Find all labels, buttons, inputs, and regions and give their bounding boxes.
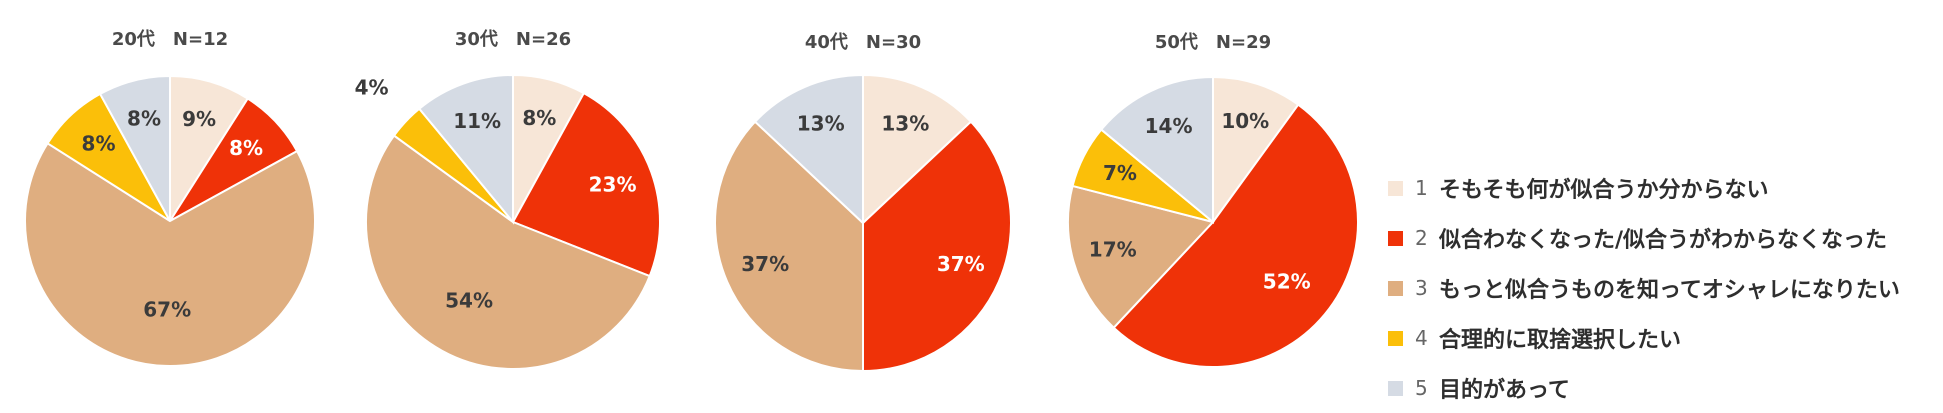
pie-4-label-4: 7%	[1103, 161, 1137, 185]
pie-3-slice-5	[753, 73, 864, 226]
pie-1-slice-3	[24, 141, 316, 367]
legend-item-4: 4 合理的に取捨選択したい	[1388, 313, 1943, 363]
pie-4-label-2: 52%	[1263, 270, 1311, 294]
pie-2-label-5: 11%	[453, 109, 501, 133]
legend-num-1: 1	[1415, 176, 1428, 200]
pie-1-label-2: 8%	[229, 136, 263, 160]
pie-1-label-4: 8%	[82, 131, 116, 155]
legend-num-2: 2	[1415, 226, 1428, 250]
legend-item-1: 1 そもそも何が似合うか分からない	[1388, 163, 1943, 213]
legend-item-5: 5 目的があって	[1388, 363, 1943, 413]
pie-1-label-5: 8%	[127, 106, 161, 130]
legend-swatch-5	[1388, 380, 1403, 396]
pie-2-label-3: 54%	[445, 288, 493, 312]
pie-title-2: 30代 N=26	[455, 29, 571, 50]
legend-label-2: 似合わなくなった/似合うがわからなくなった	[1439, 228, 1888, 253]
legend-label-3: もっと似合うものを知ってオシャレになりたい	[1439, 278, 1900, 303]
pie-4-label-1: 10%	[1221, 109, 1269, 133]
pie-chart-2: 30代 N=26 8% 23% 54% 4% 11%	[355, 29, 661, 370]
legend-label-5: 目的があって	[1439, 378, 1570, 403]
pie-4-label-5: 14%	[1145, 114, 1193, 138]
pie-title-4: 50代 N=29	[1155, 32, 1271, 53]
pie-4-slice-1	[1212, 75, 1300, 226]
pie-3-label-1: 13%	[881, 112, 929, 136]
pie-chart-4: 50代 N=29 10% 52% 17% 7% 14%	[1067, 32, 1359, 368]
pie-3-slice-1	[862, 73, 973, 226]
pie-3-label-5: 13%	[797, 112, 845, 136]
legend-num-4: 4	[1415, 326, 1428, 350]
pie-1-label-3: 67%	[143, 297, 191, 321]
pie-2-slice-2	[511, 91, 661, 278]
pie-4-slice-2	[1112, 103, 1359, 368]
pie-3-slice-2	[862, 120, 1012, 373]
legend-item-3: 3 もっと似合うものを知ってオシャレになりたい	[1388, 263, 1943, 313]
legend-swatch-4	[1388, 330, 1403, 346]
pie-3-label-2: 37%	[937, 252, 985, 276]
legend-label-4: 合理的に取捨選択したい	[1439, 328, 1682, 353]
pie-1-slice-1	[169, 74, 250, 225]
legend-swatch-2	[1388, 230, 1403, 246]
legend: 1 そもそも何が似合うか分からない 2 似合わなくなった/似合うがわからなくなっ…	[1388, 163, 1943, 413]
pie-1-label-1: 9%	[182, 107, 216, 131]
pie-chart-3: 40代 N=30 13% 37% 37% 13%	[714, 32, 1012, 373]
legend-swatch-3	[1388, 280, 1403, 296]
pie-2-label-1: 8%	[522, 106, 556, 130]
pie-2-slice-5	[417, 73, 514, 225]
pie-title-1: 20代 N=12	[112, 29, 228, 50]
pie-2-label-4: 4%	[355, 76, 389, 100]
legend-label-1: そもそも何が似合うか分からない	[1439, 178, 1769, 203]
pie-1-slice-5	[98, 74, 171, 222]
pie-2-slice-3	[365, 134, 651, 370]
pie-3-slice-3	[714, 120, 864, 373]
pie-4-slice-3	[1067, 184, 1215, 330]
pie-4-slice-5	[1099, 75, 1214, 225]
legend-item-2: 2 似合わなくなった/似合うがわからなくなった	[1388, 213, 1943, 263]
pie-2-label-2: 23%	[589, 173, 637, 197]
pie-title-3: 40代 N=30	[805, 32, 921, 53]
legend-num-3: 3	[1415, 276, 1428, 300]
pie-chart-1: 20代 N=12 9% 8% 67% 8% 8%	[24, 29, 316, 367]
pie-4-label-3: 17%	[1089, 238, 1137, 262]
legend-swatch-1	[1388, 180, 1403, 196]
pie-3-label-3: 37%	[741, 252, 789, 276]
legend-num-5: 5	[1415, 376, 1428, 400]
